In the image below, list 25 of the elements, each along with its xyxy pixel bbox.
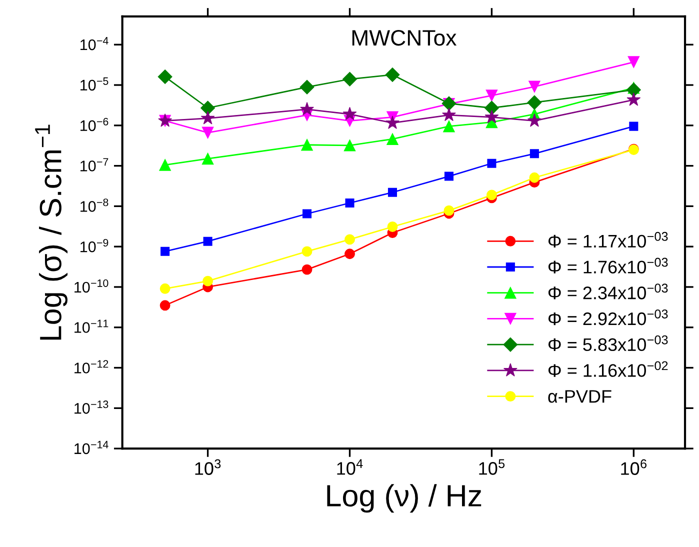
legend-label: Φ = 1.17x10$^{−03}$ — [548, 232, 668, 248]
y-tick-label: 10$^{−9}$ — [80, 238, 108, 252]
legend-label: α-PVDF — [548, 390, 612, 403]
y-tick-label: 10$^{−4}$ — [80, 37, 108, 50]
chart-title: MWCNTox — [352, 30, 457, 46]
y-tick-label: 10$^{−11}$ — [74, 320, 108, 333]
x-tick-label: 10$^{4}$ — [337, 459, 363, 475]
y-axis-title: Log (σ) / S.cm$^{−1}$ — [35, 124, 68, 340]
y-tick-label: 10$^{−13}$ — [74, 400, 108, 414]
y-tick-label: 10$^{−8}$ — [80, 198, 108, 212]
y-tick-label: 10$^{−14}$ — [74, 440, 108, 454]
y-tick-label: 10$^{−10}$ — [74, 279, 108, 293]
legend-label: Φ = 2.34x10$^{−03}$ — [548, 284, 668, 300]
x-axis-title: Log (ν) / Hz — [327, 484, 482, 513]
legend-label: Φ = 2.92x10$^{−03}$ — [548, 310, 668, 326]
y-tick-label: 10$^{−6}$ — [80, 118, 108, 132]
legend-label: Φ = 1.16x10$^{−02}$ — [548, 361, 668, 377]
legend-label: Φ = 5.83x10$^{−03}$ — [548, 335, 668, 352]
x-tick-label: 10$^{3}$ — [195, 459, 221, 475]
y-tick-label: 10$^{−5}$ — [80, 77, 108, 91]
y-tick-label: 10$^{−12}$ — [74, 360, 108, 374]
x-tick-label: 10$^{5}$ — [479, 459, 505, 475]
y-tick-label: 10$^{−7}$ — [80, 158, 108, 172]
legend-label: Φ = 1.76x10$^{−03}$ — [548, 258, 668, 274]
x-tick-label: 10$^{6}$ — [621, 459, 646, 475]
